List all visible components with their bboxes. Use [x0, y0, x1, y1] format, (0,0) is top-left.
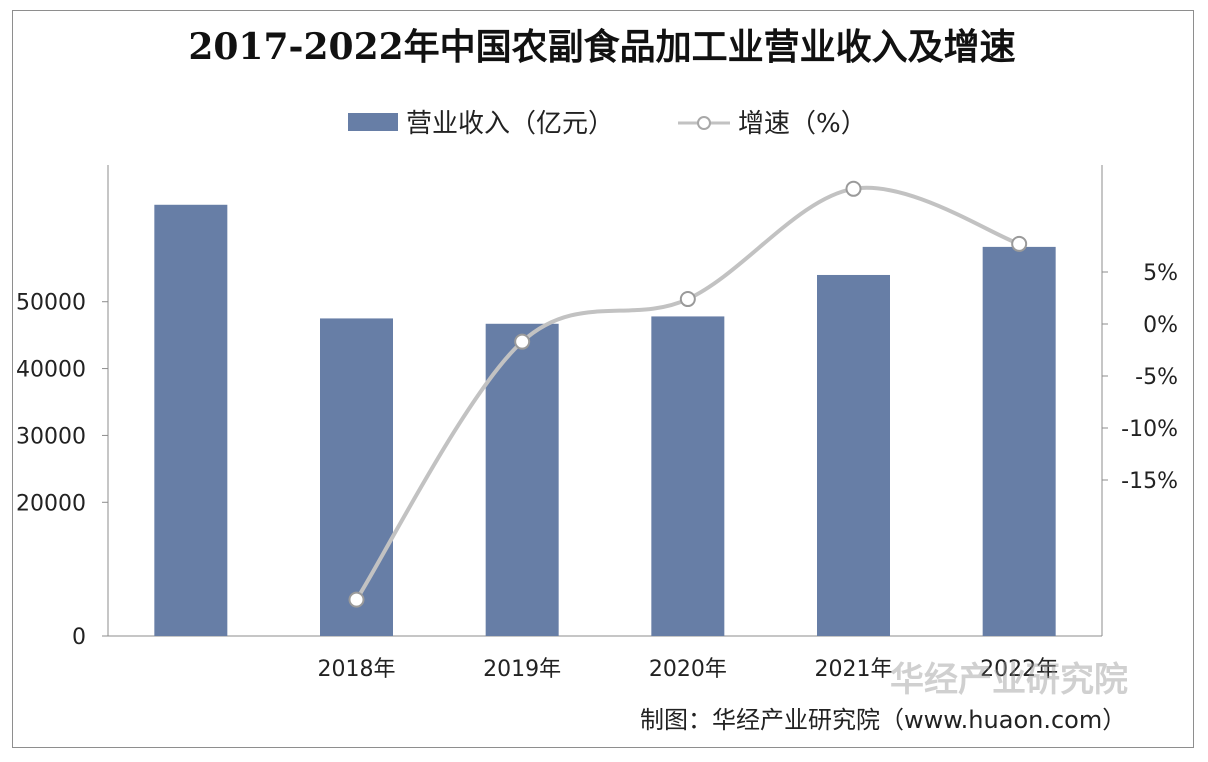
revenue-bar	[982, 246, 1056, 637]
x-tick-label: 2018年	[318, 657, 396, 682]
revenue-bar	[651, 316, 725, 636]
x-tick-label: 2019年	[483, 657, 561, 682]
growth-line	[354, 185, 1020, 601]
chart-title: 2017-2022年中国农副食品加工业营业收入及增速	[188, 26, 1016, 68]
left-tick-label: 20000	[16, 491, 86, 516]
chart-credit: 制图：华经产业研究院（www.huaon.com）	[640, 706, 1127, 734]
right-tick-label: 0%	[1143, 313, 1178, 338]
revenue-bar	[817, 274, 890, 636]
left-tick-label: 30000	[16, 424, 86, 449]
growth-point	[348, 591, 365, 608]
revenue-bar	[485, 323, 559, 636]
left-tick-label: 0	[72, 625, 86, 650]
x-tick-label: 2021年	[815, 657, 893, 682]
watermark-text: 华经产业研究院	[890, 660, 1128, 700]
revenue-bar	[320, 318, 393, 636]
growth-point	[514, 333, 531, 350]
legend-swatch-revenue	[348, 113, 398, 131]
legend-label-revenue: 营业收入（亿元）	[406, 109, 614, 139]
revenue-bar	[154, 204, 228, 636]
growth-point	[1011, 235, 1028, 252]
growth-point	[845, 180, 862, 197]
right-tick-label: 5%	[1143, 261, 1178, 286]
legend-label-growth: 增速（%）	[738, 109, 867, 139]
legend-marker-growth	[697, 116, 711, 130]
right-tick-label: -15%	[1121, 469, 1178, 494]
x-tick-label: 2022年	[980, 657, 1058, 682]
left-tick-label: 50000	[16, 291, 86, 316]
right-tick-label: -10%	[1121, 417, 1178, 442]
growth-point	[679, 291, 696, 308]
right-tick-label: -5%	[1135, 365, 1178, 390]
left-tick-label: 40000	[16, 358, 86, 383]
x-tick-label: 2020年	[649, 657, 727, 682]
